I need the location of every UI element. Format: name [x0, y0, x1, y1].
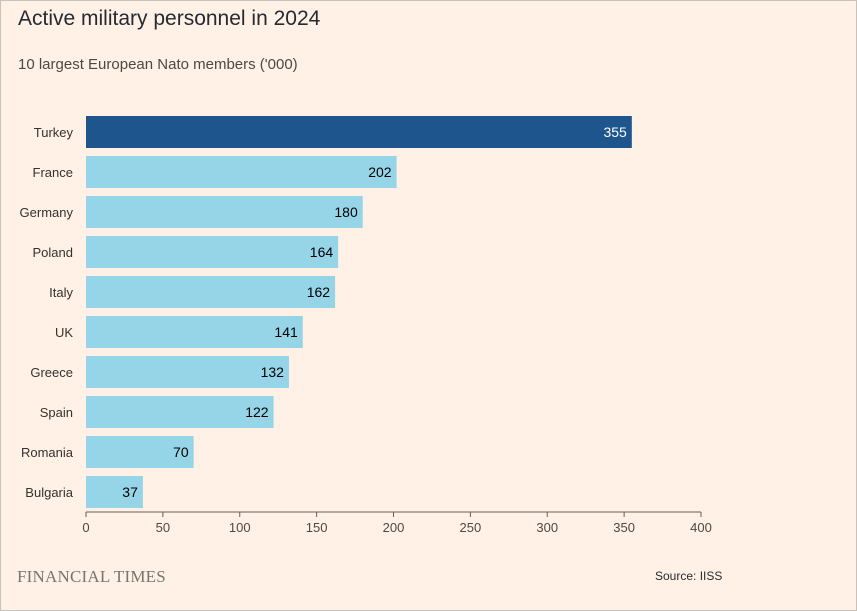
- value-label-poland: 164: [310, 244, 334, 260]
- bar-poland: [86, 236, 339, 268]
- x-tick-label-300: 300: [536, 520, 558, 535]
- value-label-italy: 162: [307, 284, 331, 300]
- bar-spain: [86, 396, 274, 428]
- source-note: Source: IISS: [655, 569, 723, 583]
- bar-bulgaria: [86, 476, 143, 508]
- bar-greece: [86, 356, 289, 388]
- bars-layer: Turkey 355 France 202 Germany 180 Poland 164 Ita…: [20, 116, 632, 508]
- value-label-turkey: 355: [603, 124, 627, 140]
- category-label-uk: UK: [55, 325, 73, 340]
- value-label-germany: 180: [334, 204, 358, 220]
- brand-logo-text: FINANCIAL TIMES: [17, 567, 166, 586]
- bar-turkey: [86, 116, 632, 148]
- chart-title: Active military personnel in 2024: [18, 7, 321, 30]
- category-label-poland: Poland: [33, 245, 73, 260]
- chart-subtitle: 10 largest European Nato members ('000): [18, 56, 298, 73]
- category-label-bulgaria: Bulgaria: [25, 485, 73, 500]
- value-label-france: 202: [368, 164, 392, 180]
- x-tick-label-250: 250: [460, 520, 482, 535]
- category-label-france: France: [33, 165, 73, 180]
- category-label-romania: Romania: [21, 445, 74, 460]
- x-tick-label-0: 0: [82, 520, 89, 535]
- bar-uk: [86, 316, 303, 348]
- bar-france: [86, 156, 397, 188]
- category-label-turkey: Turkey: [34, 125, 74, 140]
- value-label-bulgaria: 37: [122, 484, 138, 500]
- x-tick-label-350: 350: [613, 520, 635, 535]
- x-tick-label-400: 400: [690, 520, 712, 535]
- bar-chart: Turkey 355 France 202 Germany 180 Poland 164 Ita…: [20, 116, 712, 535]
- bar-italy: [86, 276, 336, 308]
- bar-germany: [86, 196, 363, 228]
- category-label-italy: Italy: [49, 285, 73, 300]
- value-label-greece: 132: [261, 364, 285, 380]
- bar-romania: [86, 436, 194, 468]
- x-tick-label-100: 100: [229, 520, 251, 535]
- value-label-romania: 70: [173, 444, 189, 460]
- x-axis: 0 50 100 150 200 250 300 350 400: [82, 511, 712, 535]
- x-tick-label-150: 150: [306, 520, 328, 535]
- x-tick-label-50: 50: [156, 520, 170, 535]
- category-label-germany: Germany: [20, 205, 74, 220]
- value-label-spain: 122: [245, 404, 269, 420]
- category-label-spain: Spain: [40, 405, 73, 420]
- value-label-uk: 141: [274, 324, 298, 340]
- x-tick-label-200: 200: [383, 520, 405, 535]
- category-label-greece: Greece: [30, 365, 73, 380]
